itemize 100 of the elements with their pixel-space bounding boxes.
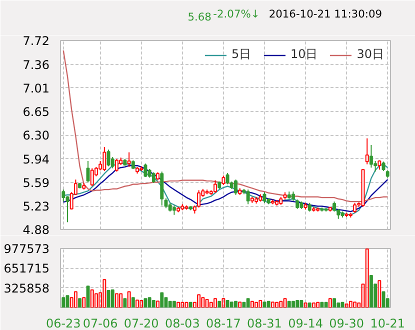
y-tick-label: 325858 (4, 281, 50, 296)
bar (192, 302, 196, 308)
x-tick-label: 10-21 (370, 316, 406, 330)
bar (357, 302, 361, 308)
candlestick (214, 180, 217, 194)
bar (250, 300, 254, 308)
bar (300, 300, 304, 308)
candlestick (226, 172, 230, 185)
bar (279, 300, 283, 308)
bar (201, 297, 205, 308)
bar (172, 300, 176, 308)
candlestick (197, 190, 201, 208)
y-tick-label: 977573 (4, 242, 50, 256)
legend-label: 10日 (290, 46, 318, 63)
bar (62, 297, 66, 308)
bar (156, 300, 160, 308)
candlestick (246, 189, 250, 205)
bar (246, 298, 250, 308)
x-tick-label: 06-23 (46, 316, 81, 330)
x-tick-label: 07-06 (82, 316, 118, 330)
y-tick-label: 7.01 (22, 81, 50, 96)
bar (353, 302, 357, 308)
candlestick (90, 168, 94, 187)
candlestick (262, 192, 266, 204)
bar (296, 300, 300, 308)
bar (168, 300, 172, 308)
bar (348, 300, 352, 308)
legend-label: 30日 (356, 46, 384, 63)
bar (148, 297, 152, 308)
text: 5.68 (188, 10, 212, 24)
bar (106, 290, 110, 308)
bar (110, 289, 114, 308)
candlestick (296, 199, 300, 210)
candlestick (332, 201, 336, 212)
bar (270, 302, 274, 308)
y-tick-label: 4.88 (22, 223, 50, 237)
bar (287, 300, 291, 308)
bar (283, 298, 287, 308)
legend-label: 5日 (231, 46, 252, 63)
y-tick-label: 7.72 (22, 34, 50, 48)
bar (308, 302, 312, 308)
bar (115, 293, 118, 308)
bar (205, 299, 209, 308)
bar (197, 294, 201, 308)
bar (90, 289, 94, 308)
bar (382, 291, 386, 308)
bar (344, 304, 348, 308)
bar (218, 300, 222, 308)
candlestick (365, 138, 369, 165)
bar (74, 291, 78, 308)
bar (152, 300, 156, 308)
x-tick-label: 07-20 (124, 316, 159, 330)
bar (312, 302, 316, 308)
bar (94, 293, 98, 308)
bar (127, 291, 131, 308)
bar (222, 298, 226, 308)
candlestick (127, 152, 131, 168)
x-tick-label: 08-17 (206, 316, 241, 330)
line-series (62, 50, 388, 202)
y-tick-label: 651715 (4, 262, 50, 276)
bar (78, 298, 82, 308)
bar (226, 300, 230, 308)
candlestick (152, 172, 156, 184)
bar (291, 300, 295, 308)
bar (328, 298, 332, 308)
bar (82, 297, 86, 308)
x-tick-label: 08-31 (247, 316, 282, 330)
bar (131, 297, 135, 308)
candlestick (353, 202, 357, 214)
text: -2.07%↓ (213, 8, 260, 20)
candlestick (62, 189, 66, 202)
candlestick (164, 198, 168, 209)
bar (316, 302, 320, 308)
bar (66, 295, 70, 308)
bar (378, 280, 382, 308)
candlestick (374, 160, 378, 172)
bar (304, 302, 308, 308)
bar (70, 297, 74, 308)
candlestick (115, 158, 118, 172)
bar (369, 275, 373, 308)
x-tick-label: 09-30 (329, 316, 364, 330)
bar (365, 248, 369, 308)
bar (258, 300, 262, 308)
candlestick (291, 191, 295, 202)
y-tick-label: 5.94 (22, 152, 50, 166)
candlestick (234, 179, 238, 196)
bar (230, 302, 234, 308)
candlestick (144, 163, 148, 178)
bar (180, 302, 184, 308)
bar (262, 302, 266, 308)
bar (242, 302, 246, 308)
candlestick (222, 175, 226, 186)
y-tick-label: 6.30 (22, 128, 50, 142)
bar (136, 300, 139, 308)
bar (234, 300, 238, 308)
bar (144, 298, 148, 308)
x-tick-label: 08-03 (164, 316, 200, 330)
y-tick-label: 6.65 (22, 105, 50, 120)
bar (340, 302, 344, 308)
candlestick (102, 146, 106, 172)
